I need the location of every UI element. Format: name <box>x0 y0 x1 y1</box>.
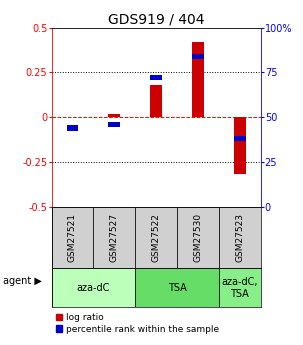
Bar <box>192 53 204 59</box>
Text: GSM27527: GSM27527 <box>110 213 119 262</box>
Bar <box>177 207 219 268</box>
Bar <box>108 114 120 117</box>
Bar <box>52 268 135 307</box>
Title: GDS919 / 404: GDS919 / 404 <box>108 12 204 27</box>
Legend: log ratio, percentile rank within the sample: log ratio, percentile rank within the sa… <box>56 313 219 334</box>
Text: GSM27530: GSM27530 <box>193 213 202 262</box>
Bar <box>135 268 219 307</box>
Bar <box>135 207 177 268</box>
Bar <box>192 42 204 117</box>
Bar <box>67 125 78 130</box>
Bar <box>108 121 120 127</box>
Text: agent ▶: agent ▶ <box>3 276 42 286</box>
Text: GSM27521: GSM27521 <box>68 213 77 262</box>
Text: aza-dC,
TSA: aza-dC, TSA <box>221 277 258 298</box>
Text: GSM27523: GSM27523 <box>235 213 244 262</box>
Bar <box>150 75 162 80</box>
Text: aza-dC: aza-dC <box>77 283 110 293</box>
Text: TSA: TSA <box>168 283 186 293</box>
Bar <box>219 268 261 307</box>
Bar <box>93 207 135 268</box>
Bar <box>219 207 261 268</box>
Bar <box>234 117 245 175</box>
Text: GSM27522: GSM27522 <box>152 213 161 262</box>
Bar <box>52 207 93 268</box>
Bar <box>150 85 162 117</box>
Bar <box>234 136 245 141</box>
